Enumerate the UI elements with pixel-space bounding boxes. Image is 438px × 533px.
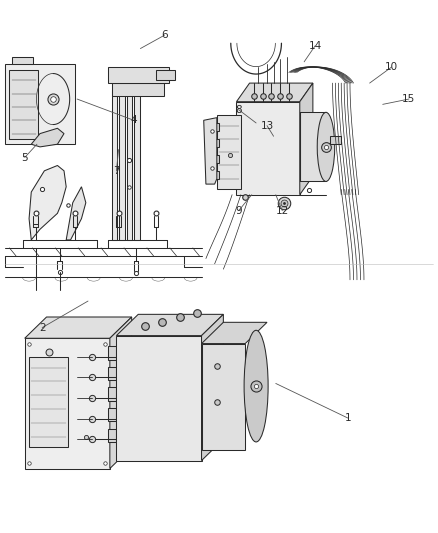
Polygon shape	[110, 317, 132, 469]
Bar	[134, 91, 140, 240]
Bar	[108, 367, 117, 380]
Bar	[108, 67, 169, 83]
Text: 8: 8	[235, 104, 242, 115]
Bar	[210, 155, 219, 163]
Polygon shape	[201, 322, 267, 344]
Ellipse shape	[317, 112, 335, 181]
Bar	[330, 136, 341, 144]
Bar	[201, 344, 245, 450]
Bar	[127, 91, 132, 240]
Ellipse shape	[244, 330, 268, 442]
Text: 4: 4	[131, 115, 137, 125]
Text: 14: 14	[308, 41, 321, 51]
Bar	[5, 64, 75, 144]
Polygon shape	[31, 128, 64, 147]
Text: 15: 15	[402, 94, 416, 104]
Bar	[10, 70, 38, 139]
Bar	[120, 91, 125, 240]
Text: 13: 13	[261, 120, 274, 131]
Bar	[108, 429, 117, 442]
Text: 10: 10	[385, 62, 398, 72]
Bar	[108, 387, 117, 401]
Polygon shape	[201, 314, 223, 461]
Text: 6: 6	[161, 30, 168, 41]
Bar	[25, 338, 110, 469]
Bar	[112, 83, 164, 96]
Text: 12: 12	[276, 206, 289, 216]
Bar	[217, 115, 241, 189]
Text: 9: 9	[235, 206, 242, 216]
Bar	[210, 123, 219, 131]
Bar	[112, 91, 117, 240]
Polygon shape	[25, 317, 132, 338]
Bar	[210, 139, 219, 147]
Polygon shape	[29, 165, 66, 240]
Bar	[108, 346, 117, 360]
Bar	[117, 336, 201, 461]
Bar	[155, 70, 175, 80]
Bar	[210, 171, 219, 179]
Bar	[29, 357, 68, 447]
Bar	[108, 408, 117, 421]
Bar	[300, 112, 326, 181]
Bar	[12, 56, 33, 64]
Polygon shape	[66, 187, 86, 240]
Polygon shape	[117, 314, 223, 336]
Text: 1: 1	[345, 413, 351, 423]
Polygon shape	[300, 83, 313, 195]
Text: 2: 2	[39, 322, 46, 333]
Polygon shape	[237, 83, 313, 102]
Text: 7: 7	[113, 166, 120, 176]
Bar	[237, 102, 300, 195]
Text: 5: 5	[21, 152, 28, 163]
Polygon shape	[204, 118, 217, 184]
